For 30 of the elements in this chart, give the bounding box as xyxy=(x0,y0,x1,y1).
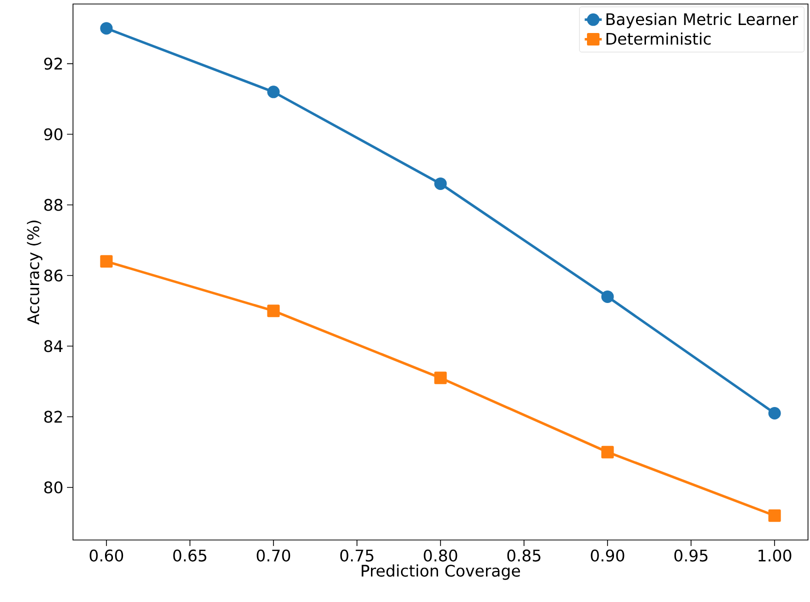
x-tick-label: 0.65 xyxy=(173,550,206,562)
y-tick-label: 92 xyxy=(44,58,62,70)
y-tick-label: 88 xyxy=(44,198,62,211)
y-tick-label: 86 xyxy=(44,270,62,282)
x-tick-label: 0.80 xyxy=(424,550,458,562)
y-tick-label: 80 xyxy=(44,481,62,494)
point xyxy=(434,177,447,190)
point xyxy=(601,290,614,303)
y-axis-title: Accuracy (%) xyxy=(26,220,42,325)
x-tick-label: 0.75 xyxy=(340,550,374,562)
y-tick-label: 82 xyxy=(44,410,62,423)
point xyxy=(100,255,113,268)
x-tick-label: 0.70 xyxy=(256,550,290,562)
legend-label: Bayesian Metric Learner xyxy=(606,12,798,28)
point xyxy=(601,446,614,458)
x-tick-label: 0.90 xyxy=(590,550,624,562)
point xyxy=(434,372,447,384)
x-tick-label: 0.95 xyxy=(674,550,708,562)
point xyxy=(768,509,781,522)
x-tick-label: 0.60 xyxy=(90,550,124,562)
x-tick-label: 0.85 xyxy=(507,550,540,562)
x-tick-label: 1.00 xyxy=(758,550,792,562)
point xyxy=(100,22,113,35)
point xyxy=(768,406,781,420)
legend-label: Deterministic xyxy=(606,32,711,45)
y-tick-label: 90 xyxy=(44,128,62,140)
point xyxy=(267,304,280,318)
x-axis-title: Prediction Coverage xyxy=(362,564,520,580)
y-tick-label: 84 xyxy=(44,340,63,352)
point xyxy=(267,86,280,98)
